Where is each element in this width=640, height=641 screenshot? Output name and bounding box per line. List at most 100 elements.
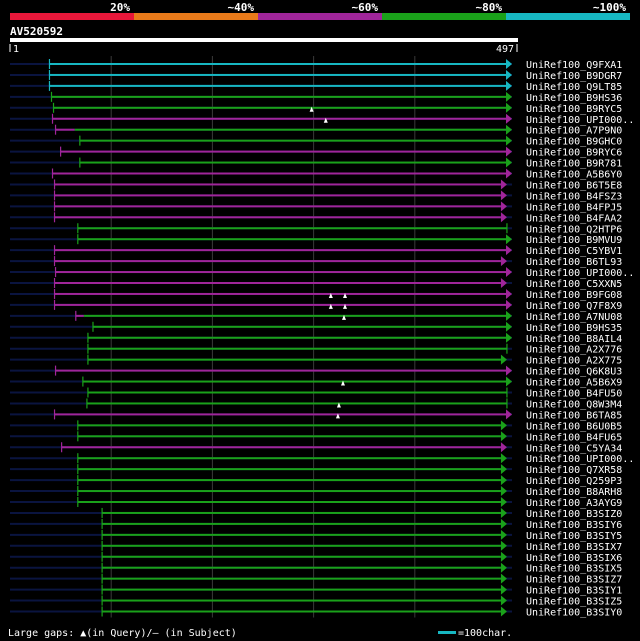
hit-name[interactable]: UniRef100_B3SIZ0 (526, 509, 622, 520)
hit-row[interactable]: UniRef100_A5B6X9 (10, 376, 622, 389)
hit-name[interactable]: UniRef100_B9RYC5 (526, 104, 622, 115)
hit-row[interactable]: UniRef100_B3SIZ5 (10, 595, 622, 608)
hit-row[interactable]: UniRef100_B3SIX6 (10, 551, 622, 564)
hit-row[interactable]: UniRef100_UPI000.. (10, 113, 634, 126)
hit-name[interactable]: UniRef100_B4FSZ3 (526, 191, 622, 202)
hit-name[interactable]: UniRef100_B3SIX6 (526, 553, 622, 564)
hit-name[interactable]: UniRef100_Q2HTP6 (526, 224, 622, 235)
hit-row[interactable]: UniRef100_Q6K8U3 (10, 365, 622, 378)
hit-name[interactable]: UniRef100_Q9LT85 (526, 82, 622, 93)
hit-row[interactable]: UniRef100_UPI000.. (10, 267, 634, 279)
hit-row[interactable]: UniRef100_B6U0B5 (10, 420, 622, 432)
hit-row[interactable]: UniRef100_B9FG08 (10, 288, 622, 301)
hit-row[interactable]: UniRef100_B6TA85 (10, 409, 622, 421)
hit-name[interactable]: UniRef100_B6T5E8 (526, 180, 622, 191)
hit-row[interactable]: UniRef100_A2X775 (10, 354, 622, 367)
hit-row[interactable]: UniRef100_B9HS35 (10, 321, 622, 334)
hit-row[interactable]: UniRef100_B9RYC6 (10, 146, 622, 159)
hit-row[interactable]: UniRef100_B6T5E8 (10, 179, 622, 191)
hit-row[interactable]: UniRef100_C5XXN5 (10, 278, 622, 290)
hit-row[interactable]: UniRef100_Q259P3 (10, 475, 622, 487)
hit-name[interactable]: UniRef100_B9GHC0 (526, 137, 622, 148)
hit-name[interactable]: UniRef100_B9HS36 (526, 93, 622, 104)
hit-name[interactable]: UniRef100_A5B6Y0 (526, 170, 622, 181)
hit-name[interactable]: UniRef100_Q8W3M4 (526, 399, 622, 410)
hit-row[interactable]: UniRef100_B4FPJ5 (10, 201, 622, 213)
hit-name[interactable]: UniRef100_UPI000.. (526, 268, 634, 279)
hit-name[interactable]: UniRef100_A7NU08 (526, 312, 622, 323)
hit-name[interactable]: UniRef100_B9R781 (526, 159, 622, 170)
hit-name[interactable]: UniRef100_A2X775 (526, 356, 622, 367)
hit-row[interactable]: UniRef100_B3SIZ7 (10, 573, 622, 586)
hit-name[interactable]: UniRef100_B3SIX7 (526, 542, 622, 553)
hit-row[interactable]: UniRef100_A5B6Y0 (10, 168, 622, 181)
hit-row[interactable]: UniRef100_Q9FXA1 (10, 59, 622, 71)
hit-name[interactable]: UniRef100_B3SIZ7 (526, 575, 622, 586)
hit-name[interactable]: UniRef100_C5YBV1 (526, 246, 622, 257)
hit-row[interactable]: UniRef100_A3AYG9 (10, 497, 622, 509)
hit-name[interactable]: UniRef100_Q7F8X9 (526, 301, 622, 312)
hit-row[interactable]: UniRef100_B4FSZ3 (10, 190, 622, 202)
hit-name[interactable]: UniRef100_C5XXN5 (526, 279, 622, 290)
hit-name[interactable]: UniRef100_B9DGR7 (526, 71, 622, 82)
hit-row[interactable]: UniRef100_UPI000.. (10, 453, 634, 465)
hit-row[interactable]: UniRef100_B4FU50 (10, 387, 622, 400)
hit-row[interactable]: UniRef100_B9DGR7 (10, 69, 622, 82)
hit-row[interactable]: UniRef100_B3SIY1 (10, 584, 622, 597)
hit-row[interactable]: UniRef100_Q7XR58 (10, 464, 622, 476)
hit-row[interactable]: UniRef100_Q9LT85 (10, 80, 622, 93)
hit-name[interactable]: UniRef100_B3SIY1 (526, 586, 622, 597)
hit-row[interactable]: UniRef100_B3SIY6 (10, 518, 622, 531)
hit-name[interactable]: UniRef100_B4FU50 (526, 389, 622, 400)
hit-name[interactable]: UniRef100_UPI000.. (526, 115, 634, 126)
hit-name[interactable]: UniRef100_B4FAA2 (526, 213, 622, 224)
hit-row[interactable]: UniRef100_B9GHC0 (10, 135, 622, 148)
hit-row[interactable]: UniRef100_B4FAA2 (10, 212, 622, 224)
hit-name[interactable]: UniRef100_B6U0B5 (526, 421, 622, 432)
hit-name[interactable]: UniRef100_B3SIY5 (526, 531, 622, 542)
hit-name[interactable]: UniRef100_B9RYC6 (526, 148, 622, 159)
hit-row[interactable]: UniRef100_B3SIZ0 (10, 507, 622, 520)
hit-row[interactable]: UniRef100_B8ARH8 (10, 486, 622, 498)
hit-name[interactable]: UniRef100_B4FPJ5 (526, 202, 622, 213)
hit-row[interactable]: UniRef100_C5YBV1 (10, 245, 622, 257)
hit-name[interactable]: UniRef100_A5B6X9 (526, 378, 622, 389)
hit-row[interactable]: UniRef100_Q8W3M4 (10, 398, 622, 410)
hit-name[interactable]: UniRef100_B3SIY6 (526, 520, 622, 531)
hit-row[interactable]: UniRef100_A2X776 (10, 343, 622, 356)
hit-row[interactable]: UniRef100_A7NU08 (10, 310, 622, 323)
hit-name[interactable]: UniRef100_A2X776 (526, 345, 622, 356)
hit-row[interactable]: UniRef100_B9HS36 (10, 91, 622, 104)
hit-row[interactable]: UniRef100_B4FU65 (10, 431, 622, 443)
hit-row[interactable]: UniRef100_C5YA34 (10, 442, 622, 454)
hit-row[interactable]: UniRef100_A7P9N0 (10, 124, 622, 137)
hit-name[interactable]: UniRef100_B6TL93 (526, 257, 622, 268)
hit-name[interactable]: UniRef100_B8ARH8 (526, 487, 622, 498)
hit-name[interactable]: UniRef100_A7P9N0 (526, 126, 622, 137)
hit-name[interactable]: UniRef100_Q259P3 (526, 476, 622, 487)
hit-name[interactable]: UniRef100_Q9FXA1 (526, 60, 622, 71)
hit-row[interactable]: UniRef100_B9MVU9 (10, 234, 622, 246)
hit-row[interactable]: UniRef100_B6TL93 (10, 256, 622, 268)
hit-name[interactable]: UniRef100_B8AIL4 (526, 334, 622, 345)
hit-name[interactable]: UniRef100_B9MVU9 (526, 235, 622, 246)
hit-row[interactable]: UniRef100_B3SIY5 (10, 529, 622, 542)
hit-row[interactable]: UniRef100_B3SIX5 (10, 562, 622, 575)
hit-name[interactable]: UniRef100_B3SIX5 (526, 564, 622, 575)
hit-name[interactable]: UniRef100_B9FG08 (526, 290, 622, 301)
hit-name[interactable]: UniRef100_Q6K8U3 (526, 367, 622, 378)
hit-row[interactable]: UniRef100_B3SIX7 (10, 540, 622, 553)
hit-row[interactable]: UniRef100_B9RYC5 (10, 102, 622, 115)
hit-name[interactable]: UniRef100_B4FU65 (526, 432, 622, 443)
hit-row[interactable]: UniRef100_Q7F8X9 (10, 299, 622, 312)
hit-row[interactable]: UniRef100_B8AIL4 (10, 332, 622, 345)
hit-name[interactable]: UniRef100_B3SIZ5 (526, 597, 622, 608)
hit-name[interactable]: UniRef100_UPI000.. (526, 454, 634, 465)
hit-row[interactable]: UniRef100_B9R781 (10, 157, 622, 170)
hit-name[interactable]: UniRef100_B3SIY0 (526, 608, 622, 619)
hit-name[interactable]: UniRef100_B6TA85 (526, 410, 622, 421)
hit-name[interactable]: UniRef100_B9HS35 (526, 323, 622, 334)
hit-name[interactable]: UniRef100_C5YA34 (526, 443, 622, 454)
hit-row[interactable]: UniRef100_Q2HTP6 (10, 223, 622, 235)
hit-name[interactable]: UniRef100_A3AYG9 (526, 498, 622, 509)
